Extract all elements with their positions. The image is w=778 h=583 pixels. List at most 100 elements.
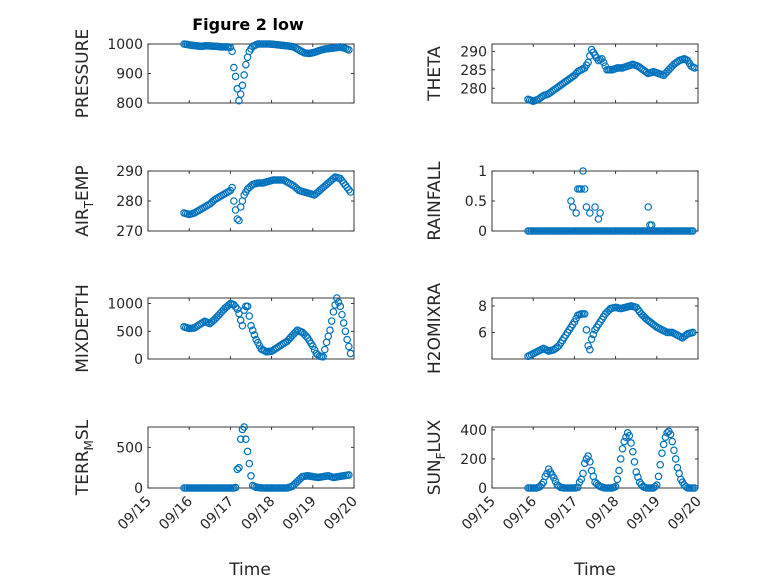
y-axis-label: PRESSURE [73, 29, 93, 118]
data-point [339, 319, 348, 327]
subplot-air-temp: 270 280 290 AIRTEMP [73, 164, 355, 240]
data-point [584, 341, 592, 350]
data-point [243, 447, 252, 456]
data-point [666, 430, 675, 439]
y-tick-label: 285 [460, 63, 487, 79]
y-tick-label: 0 [478, 481, 487, 497]
data-point [308, 342, 317, 351]
data-point [591, 203, 599, 211]
data-point [238, 81, 247, 90]
data-point [242, 435, 250, 444]
data-point [625, 431, 634, 440]
y-tick-label: 6 [478, 325, 487, 341]
subplot-sun-flux: 0 200 400 09/15 09/16 09/17 09/18 09/19 09/20 SUN… [425, 419, 705, 533]
data-point [628, 447, 637, 456]
data-point [620, 437, 628, 446]
data-point [235, 463, 243, 472]
data-point [690, 484, 699, 492]
data-point [233, 85, 242, 93]
x-tick-label: 09/19 [280, 494, 320, 534]
axes-frame [147, 170, 355, 232]
data-point [596, 209, 604, 217]
data-point [586, 209, 594, 217]
y-tick-label: 900 [116, 67, 143, 83]
x-tick-label: 09/16 [500, 493, 540, 533]
y-tick-label: 0.5 [465, 194, 487, 210]
subplot-mixdepth: 0 500 1000 MIXDEPTH [73, 284, 355, 373]
data-point [231, 303, 240, 311]
data-point [654, 472, 663, 481]
y-tick-label: 8 [478, 299, 487, 315]
data-point [345, 471, 353, 479]
data-point [329, 308, 338, 316]
data-point [577, 185, 586, 193]
y-tick-label: 280 [116, 194, 143, 210]
data-point [346, 188, 355, 196]
data-point [682, 482, 690, 491]
subplot-h2omixra: 6 8 H2OMIXRA [425, 283, 699, 374]
data-point [671, 455, 680, 463]
data-point [582, 326, 591, 334]
data-point [233, 465, 242, 474]
data-point [586, 458, 594, 466]
data-point [230, 197, 238, 205]
data-point [321, 345, 329, 354]
data-point [250, 331, 259, 339]
data-point [659, 440, 668, 449]
data-point [622, 433, 630, 441]
data-point [235, 216, 243, 225]
data-point [627, 439, 635, 447]
data-point [652, 481, 661, 489]
data-point [343, 335, 351, 344]
data-point [613, 475, 622, 484]
data-point [345, 185, 353, 194]
data-point [236, 435, 245, 444]
data-point [589, 330, 598, 339]
data-point [580, 185, 589, 193]
data-point [689, 328, 697, 337]
x-tick-label: 09/16 [156, 493, 196, 533]
data-point [231, 72, 240, 81]
y-tick-label: 0 [478, 224, 487, 240]
data-point [233, 215, 242, 223]
data-point [663, 429, 671, 437]
subplot-terr-msl: 0 500 09/15 09/16 09/17 09/18 09/19 09/20 TERRMS… [73, 419, 361, 533]
x-tick-label: 09/17 [197, 494, 237, 534]
data-point [543, 469, 551, 478]
data-point [247, 321, 255, 330]
y-tick-label: 280 [460, 81, 487, 97]
subplot-pressure: 800 900 1000 PRESSURE [73, 29, 355, 118]
data-point [615, 466, 623, 475]
data-point [668, 437, 677, 446]
data-point [230, 63, 238, 72]
data-point [630, 458, 639, 466]
data-point [338, 310, 346, 319]
y-axis-label: RAINFALL [425, 161, 445, 241]
data-point [634, 473, 642, 481]
data-point [651, 482, 659, 491]
data-point [327, 317, 336, 325]
y-tick-label: 290 [460, 44, 487, 60]
y-tick-label: 1000 [107, 37, 143, 53]
data-point [572, 209, 580, 217]
data-point [334, 298, 343, 306]
y-tick-label: 500 [116, 324, 143, 340]
data-point [670, 446, 678, 455]
data-point [618, 444, 627, 453]
data-point [574, 483, 582, 492]
data-point [587, 335, 596, 343]
data-point [656, 460, 665, 469]
data-point [245, 459, 254, 468]
data-point [341, 327, 350, 336]
y-tick-label: 290 [116, 164, 143, 180]
y-tick-label: 500 [116, 440, 143, 456]
data-point [690, 64, 699, 72]
x-tick-label: 09/17 [541, 494, 581, 534]
y-tick-label: 1 [478, 164, 487, 180]
data-point [580, 459, 589, 468]
data-point [243, 302, 252, 311]
data-point [247, 471, 255, 480]
y-axis-label: H2OMIXRA [425, 283, 445, 374]
